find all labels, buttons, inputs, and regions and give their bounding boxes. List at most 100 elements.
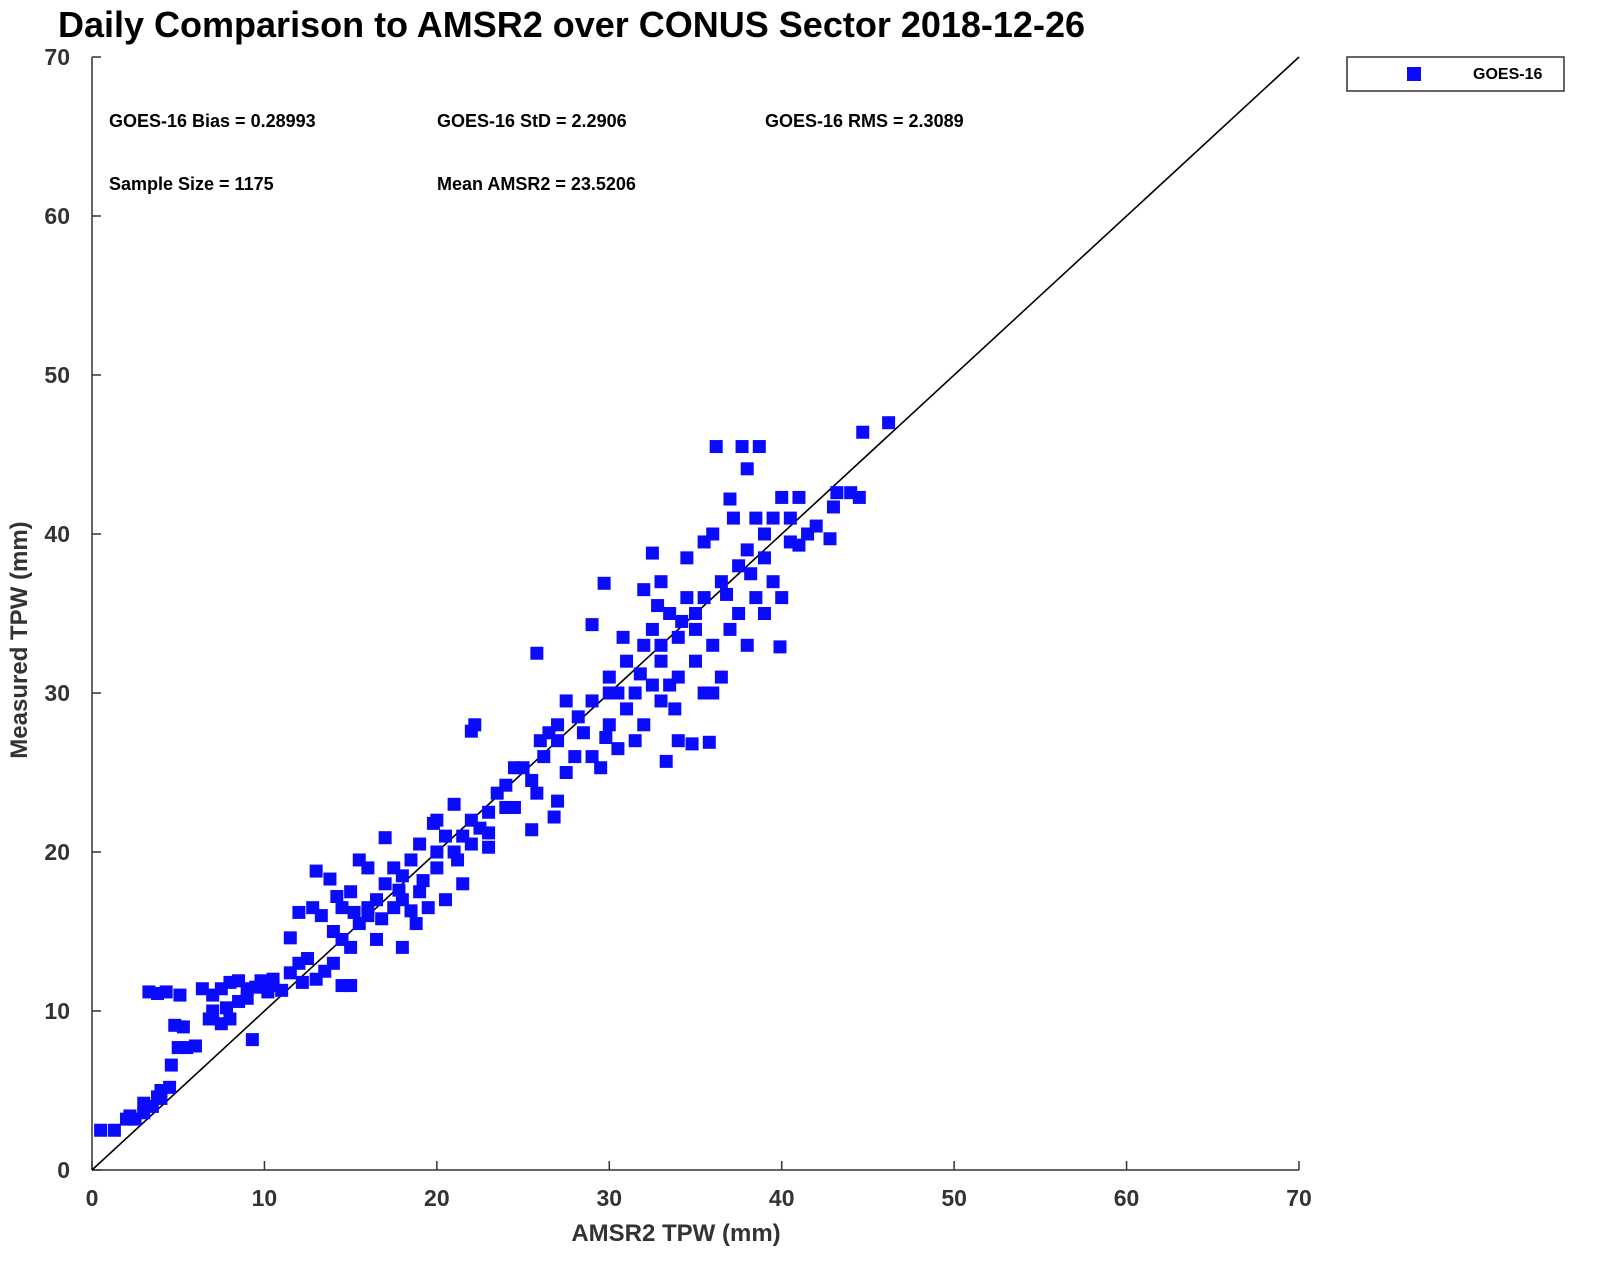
data-point xyxy=(219,1001,233,1015)
data-point xyxy=(882,416,896,430)
data-point xyxy=(370,932,384,946)
data-point xyxy=(602,686,616,700)
data-point xyxy=(668,702,682,716)
data-point xyxy=(775,490,789,504)
data-point xyxy=(537,750,551,764)
x-axis-label: AMSR2 TPW (mm) xyxy=(571,1220,780,1247)
data-point xyxy=(766,575,780,589)
data-point xyxy=(645,678,659,692)
data-point xyxy=(195,982,209,996)
y-tick-label: 10 xyxy=(44,998,70,1024)
data-point xyxy=(107,1123,121,1137)
data-point xyxy=(456,877,470,891)
y-tick-label: 20 xyxy=(44,839,70,865)
data-point xyxy=(330,890,344,904)
data-point xyxy=(347,905,361,919)
data-point xyxy=(633,667,647,681)
data-point xyxy=(507,800,521,814)
data-point xyxy=(680,551,694,565)
data-point xyxy=(392,883,406,897)
data-point xyxy=(416,874,430,888)
data-point xyxy=(706,638,720,652)
data-point xyxy=(732,607,746,620)
data-point xyxy=(637,583,651,597)
data-point xyxy=(559,694,573,708)
data-point xyxy=(525,823,539,837)
data-point xyxy=(830,486,844,500)
data-point xyxy=(335,901,349,915)
data-point xyxy=(530,646,544,660)
data-point xyxy=(464,837,478,851)
data-point xyxy=(163,1080,177,1094)
data-point xyxy=(856,425,870,439)
data-point xyxy=(585,750,599,764)
data-point xyxy=(616,630,630,644)
data-point xyxy=(689,622,702,636)
data-point xyxy=(659,754,673,768)
data-point xyxy=(773,640,787,654)
sample-size-stat: Sample Size = 1175 xyxy=(109,174,274,194)
data-point xyxy=(421,901,435,915)
bias-stat: GOES-16 Bias = 0.28993 xyxy=(109,111,316,131)
data-point xyxy=(757,527,771,541)
data-point xyxy=(740,462,754,476)
data-point xyxy=(551,734,565,748)
data-point xyxy=(823,532,837,546)
data-point xyxy=(637,718,651,732)
data-point xyxy=(689,607,702,620)
y-tick-label: 50 xyxy=(44,362,70,388)
data-point xyxy=(697,591,711,605)
data-point xyxy=(430,861,444,875)
data-point xyxy=(451,853,465,867)
data-point xyxy=(447,797,461,811)
mean-amsr2-stat: Mean AMSR2 = 23.5206 xyxy=(437,174,636,194)
data-point xyxy=(654,694,668,708)
goes16-points xyxy=(94,416,896,1137)
data-point xyxy=(585,618,599,632)
x-tick-label: 20 xyxy=(424,1185,450,1211)
data-point xyxy=(663,607,677,620)
data-point xyxy=(375,912,389,926)
data-point xyxy=(245,1033,259,1047)
data-point xyxy=(409,917,423,931)
data-point xyxy=(240,991,254,1005)
data-point xyxy=(547,810,561,824)
data-point xyxy=(482,840,496,854)
data-point xyxy=(571,710,585,724)
data-point xyxy=(752,440,766,454)
data-point xyxy=(395,869,409,883)
data-point xyxy=(551,718,565,732)
data-point xyxy=(576,726,590,740)
data-point xyxy=(651,599,665,613)
data-point xyxy=(709,440,723,454)
data-point xyxy=(749,591,763,605)
data-point xyxy=(671,670,685,684)
data-point xyxy=(188,1039,202,1053)
y-tick-label: 60 xyxy=(44,203,70,229)
x-tick-label: 0 xyxy=(86,1185,99,1211)
data-point xyxy=(254,974,268,988)
std-stat: GOES-16 StD = 2.2906 xyxy=(437,111,627,131)
data-point xyxy=(654,638,668,652)
data-point xyxy=(202,1012,216,1026)
data-point xyxy=(714,670,728,684)
data-point xyxy=(714,575,728,589)
data-point xyxy=(611,742,625,756)
data-point xyxy=(159,985,173,999)
data-point xyxy=(637,638,651,652)
data-point xyxy=(361,901,375,915)
data-point xyxy=(723,622,737,636)
legend: GOES-16 xyxy=(1346,56,1565,92)
data-point xyxy=(530,786,544,800)
data-point xyxy=(266,972,280,986)
data-point xyxy=(468,718,482,732)
data-point xyxy=(675,614,689,628)
data-point xyxy=(176,1020,190,1034)
data-point xyxy=(602,670,616,684)
data-point xyxy=(689,654,702,668)
data-point xyxy=(757,607,771,620)
data-point xyxy=(499,778,513,792)
data-point xyxy=(744,567,758,581)
y-axis-label: Measured TPW (mm) xyxy=(6,521,33,758)
data-point xyxy=(783,511,797,525)
